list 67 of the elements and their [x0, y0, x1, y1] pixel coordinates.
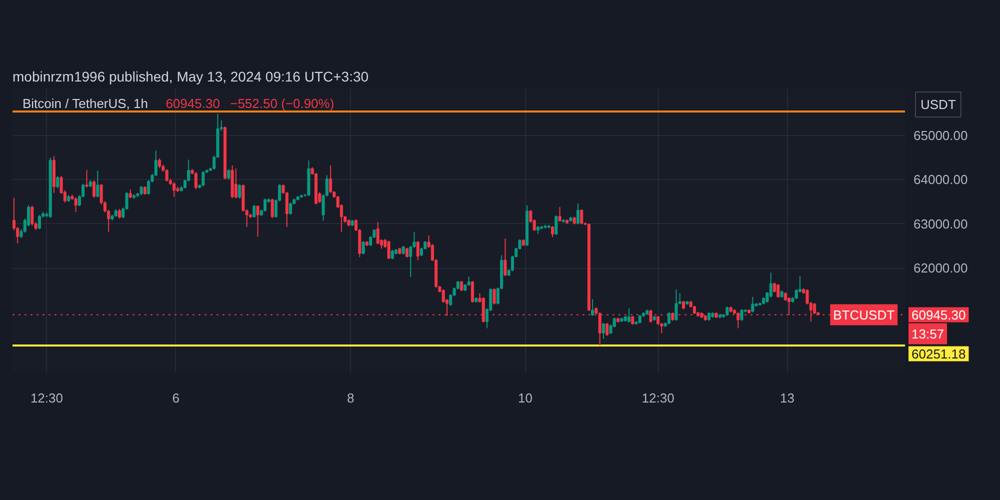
candlestick: [56, 176, 60, 189]
x-tick-label: 10: [518, 390, 532, 406]
candlestick: [387, 240, 390, 260]
x-tick-label: 13: [780, 390, 794, 406]
candlestick: [194, 172, 198, 190]
annotation: BTCUSDT: [833, 307, 895, 322]
candlestick: [504, 238, 507, 277]
candlestick: [576, 203, 580, 225]
candlestick: [234, 168, 238, 199]
candlestick: [390, 249, 394, 260]
candlestick: [416, 240, 420, 261]
candlestick: [256, 204, 260, 238]
ref-line-label: 60945.30: [912, 307, 966, 322]
candlestick: [140, 185, 143, 196]
ref-line-label: 60251.18: [912, 346, 966, 362]
y-tick-label: 64000.00: [914, 172, 968, 188]
candlestick: [460, 280, 464, 292]
candlestick: [551, 226, 554, 238]
x-tick-label: 12:30: [30, 390, 63, 406]
candlestick: [202, 170, 205, 187]
candlestick: [606, 322, 609, 336]
candlestick: [227, 168, 230, 180]
x-tick-label: 12:30: [642, 390, 674, 406]
candlestick: [751, 296, 754, 313]
text: Bitcoin / TetherUS, 1h: [22, 96, 148, 111]
candlestick: [667, 312, 670, 325]
candlestick: [627, 308, 630, 324]
candlestick: [470, 280, 474, 304]
candlestick: [264, 198, 267, 212]
candlestick: [158, 158, 162, 169]
candlestick: [602, 322, 605, 340]
candlestick: [405, 247, 408, 258]
candlestick: [726, 306, 729, 316]
candlestick: [674, 288, 678, 322]
candlestick: [118, 208, 122, 220]
y-tick-label: 63000.00: [914, 216, 968, 232]
candlestick: [38, 214, 41, 230]
candlestick: [776, 284, 780, 298]
y-axis-title: USDT: [920, 97, 956, 112]
chart-subtitle: mobinrzm1996 published, May 13, 2024 09:16 UTC+3:30: [12, 68, 369, 84]
y-tick-label: 65000.00: [914, 128, 968, 143]
y-tick-label: 62000.00: [914, 260, 968, 276]
candlestick: [554, 214, 558, 236]
candlestick: [238, 184, 242, 200]
candlestick: [74, 196, 78, 212]
x-tick-label: 8: [346, 390, 354, 406]
annotation: 60945.30: [166, 96, 220, 111]
candlestick: [85, 169, 88, 188]
candlestick: [252, 204, 256, 218]
candlestick: [580, 208, 584, 225]
annotation: −552.50 (−0.90%): [230, 96, 334, 111]
candlestick: [288, 202, 292, 216]
candlestick: [30, 205, 34, 226]
candlestick: [96, 170, 100, 198]
candlestick: [558, 206, 562, 222]
candlestick: [492, 288, 496, 305]
candlestick: [591, 298, 594, 316]
candlestick: [172, 182, 176, 198]
text: 13:57: [912, 326, 944, 342]
candlestick: [362, 240, 365, 255]
x-tick-label: 6: [172, 390, 180, 406]
candlestick: [740, 308, 744, 322]
candlestick: [769, 272, 772, 298]
candlestick: [376, 222, 380, 245]
candlestick: [92, 180, 96, 198]
candlestick: [270, 198, 274, 219]
candlestick: [165, 168, 168, 182]
